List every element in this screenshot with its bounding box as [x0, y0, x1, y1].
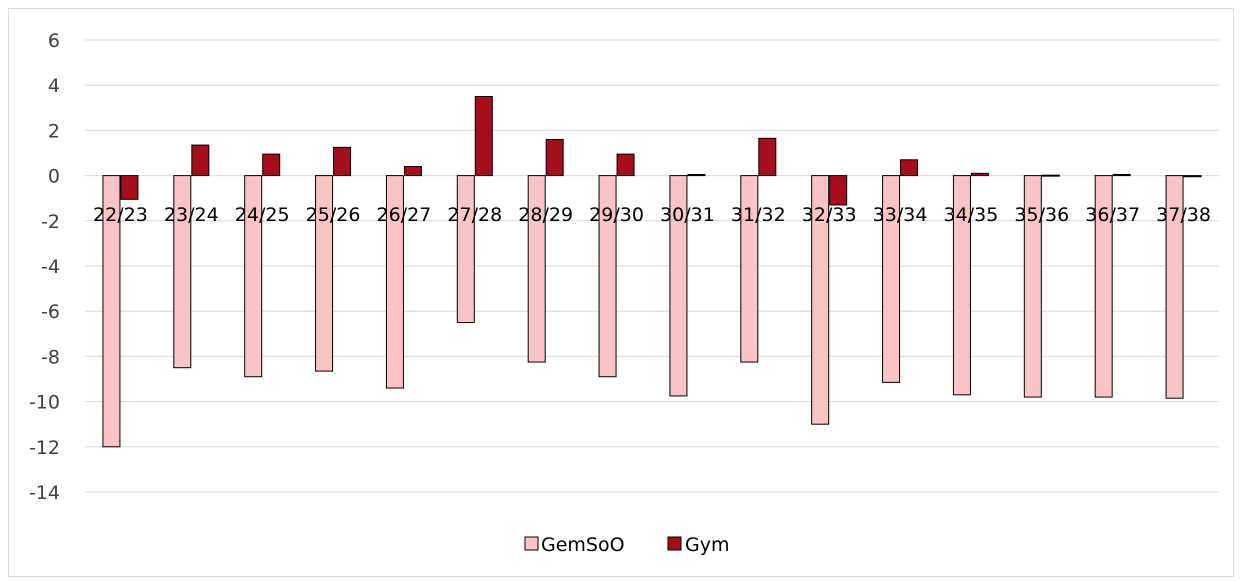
x-tick-label: 26/27 — [377, 204, 432, 226]
x-tick-label: 37/38 — [1156, 204, 1211, 226]
x-tick-label: 33/34 — [873, 204, 928, 226]
y-tick-label: -6 — [41, 301, 60, 323]
bar-gym — [900, 159, 919, 177]
legend-swatch-gym — [667, 536, 682, 551]
bar-gym — [1041, 174, 1060, 177]
bar-gym — [970, 172, 989, 177]
x-tick-label: 28/29 — [518, 204, 573, 226]
y-tick-label: -10 — [29, 392, 60, 414]
bar-gemsoo — [811, 175, 830, 425]
x-tick-label: 35/36 — [1014, 204, 1069, 226]
bar-gemsoo — [669, 175, 688, 397]
bar-gemsoo — [1023, 175, 1042, 398]
bar-gemsoo — [527, 175, 546, 363]
y-tick-label: -2 — [41, 211, 60, 233]
legend: GemSoO Gym — [524, 534, 729, 556]
bar-gym — [191, 144, 210, 177]
bar-gemsoo — [740, 175, 759, 363]
y-tick-label: -14 — [29, 482, 60, 504]
bar-gemsoo — [456, 175, 475, 323]
bar-gemsoo — [315, 175, 334, 372]
x-tick-label: 27/28 — [447, 204, 502, 226]
bar-gym — [403, 166, 422, 177]
bar-gemsoo — [1165, 175, 1184, 399]
bar-gemsoo — [882, 175, 901, 383]
x-axis-tick-labels: 22/23 23/24 24/25 25/26 26/27 27/28 28/29 29/30… — [93, 204, 1211, 226]
bar-gym — [262, 153, 281, 177]
bar-gemsoo — [1094, 175, 1113, 398]
y-tick-label: 0 — [48, 166, 60, 188]
bar-gym — [616, 153, 635, 177]
bar-gemsoo — [173, 175, 192, 369]
x-tick-label: 34/35 — [944, 204, 999, 226]
y-tick-label: 2 — [48, 120, 60, 142]
bar-gym — [829, 175, 848, 206]
x-tick-label: 24/25 — [235, 204, 290, 226]
bar-gym — [758, 137, 777, 177]
bar-gym — [120, 175, 139, 200]
y-tick-label: -4 — [41, 256, 60, 278]
bars — [102, 96, 1202, 448]
y-tick-label: 4 — [48, 75, 60, 97]
bar-gemsoo — [385, 175, 404, 389]
y-tick-label: 6 — [48, 30, 60, 52]
x-tick-label: 31/32 — [731, 204, 786, 226]
bar-gym — [1112, 173, 1131, 177]
bar-gym — [333, 146, 352, 177]
bar-gemsoo — [102, 175, 121, 448]
bar-gym — [474, 96, 493, 177]
x-tick-label: 22/23 — [93, 204, 148, 226]
x-tick-label: 23/24 — [164, 204, 219, 226]
x-tick-label: 25/26 — [306, 204, 361, 226]
legend-label-gym: Gym — [685, 534, 729, 556]
bar-gym — [1183, 175, 1202, 178]
bar-gemsoo — [598, 175, 617, 378]
y-axis-tick-labels: 6 4 2 0 -2 -4 -6 -8 -10 -12 -14 — [29, 30, 60, 504]
bar-gym — [687, 173, 706, 177]
x-tick-label: 36/37 — [1085, 204, 1140, 226]
bar-gym — [545, 138, 564, 177]
legend-label-gemsoo: GemSoO — [541, 534, 625, 556]
legend-swatch-gemsoo — [524, 536, 539, 551]
bar-gemsoo — [244, 175, 263, 378]
y-tick-label: -8 — [41, 346, 60, 368]
x-tick-label: 30/31 — [660, 204, 715, 226]
bar-gemsoo — [952, 175, 971, 396]
y-tick-label: -12 — [29, 437, 60, 459]
x-tick-label: 29/30 — [589, 204, 644, 226]
x-tick-label: 32/33 — [802, 204, 857, 226]
